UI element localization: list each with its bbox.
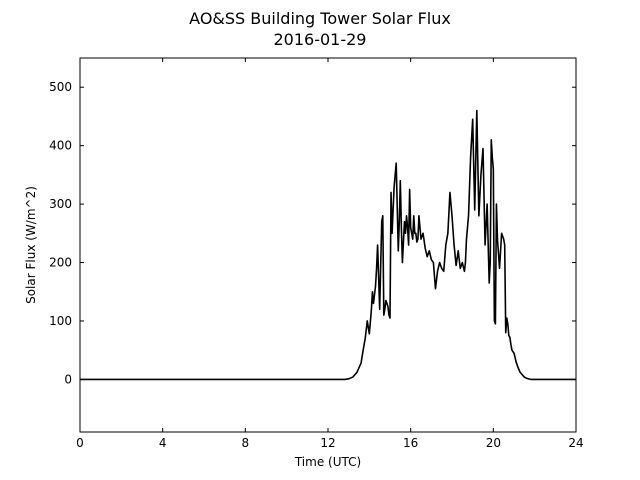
chart-title: AO&SS Building Tower Solar Flux	[189, 9, 451, 28]
chart-subtitle: 2016-01-29	[274, 30, 367, 49]
y-tick-label: 200	[49, 256, 72, 270]
x-axis-ticks: 0 4 8 12 16 20 24	[76, 58, 584, 450]
x-tick-label: 16	[403, 436, 418, 450]
y-axis-ticks: 0 100 200 300 400 500	[49, 80, 576, 386]
x-tick-label: 4	[159, 436, 167, 450]
y-tick-label: 300	[49, 197, 72, 211]
x-tick-label: 12	[320, 436, 335, 450]
series-line	[80, 109, 576, 381]
x-axis-label: Time (UTC)	[294, 455, 361, 469]
plot-frame	[79, 57, 577, 433]
x-tick-label: 0	[76, 436, 84, 450]
x-tick-label: 8	[242, 436, 250, 450]
y-axis-label: Solar Flux (W/m^2)	[24, 186, 38, 304]
y-tick-label: 100	[49, 314, 72, 328]
x-tick-label: 24	[568, 436, 583, 450]
y-tick-label: 500	[49, 80, 72, 94]
y-tick-label: 400	[49, 139, 72, 153]
y-tick-label: 0	[64, 372, 72, 386]
x-tick-label: 20	[486, 436, 501, 450]
